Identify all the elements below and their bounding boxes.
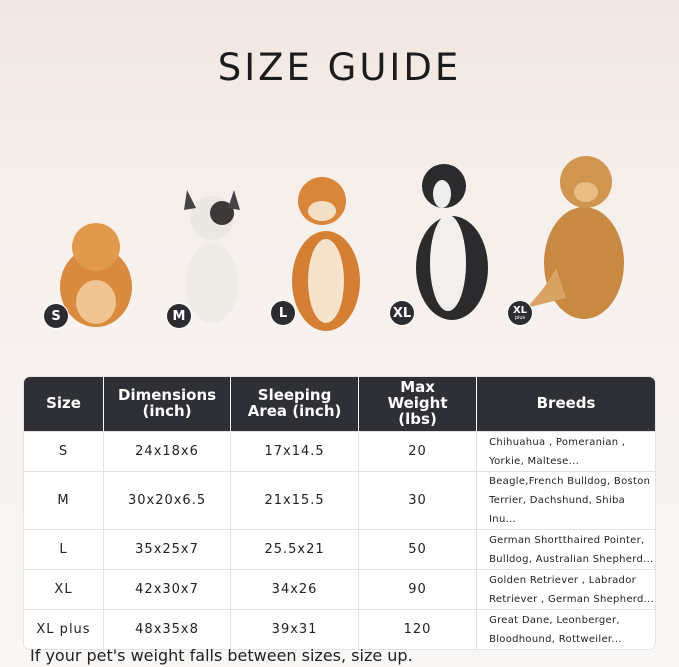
cell-sleeping-area: 34x26 — [231, 569, 360, 609]
cell-breeds: Golden Retriever , Labrador Retriever , … — [477, 569, 655, 609]
header-breeds: Breeds — [477, 377, 655, 431]
cell-dimensions: 30x20x6.5 — [104, 471, 232, 529]
cell-sleeping-area: 21x15.5 — [231, 471, 360, 529]
size-badge-label: M — [172, 308, 186, 324]
border-collie-image — [416, 164, 488, 320]
cell-size: XL — [24, 569, 104, 609]
cell-sleeping-area: 17x14.5 — [231, 431, 360, 471]
table-header-row: Size Dimensions (inch) Sleeping Area (in… — [24, 377, 655, 431]
size-badge-xl: XL — [389, 300, 415, 326]
table-row: XL 42x30x7 34x26 90 Golden Retriever , Labra… — [24, 569, 655, 609]
cell-breeds: Beagle,French Bulldog, Boston Terrier, D… — [477, 471, 655, 529]
cell-max-weight: 30 — [359, 471, 478, 529]
size-badge-sub: plus — [514, 314, 526, 321]
footer-note: If your pet's weight falls between sizes… — [30, 646, 413, 665]
table-row: XL plus 48x35x8 39x31 120 Great Dane, Leonbe… — [24, 609, 655, 649]
cell-breeds: Chihuahua , Pomeranian , Yorkie, Maltese… — [477, 431, 655, 471]
table-row: S 24x18x6 17x14.5 20 Chihuahua , Pomeranian … — [24, 431, 655, 471]
french-bulldog-image — [184, 190, 240, 323]
size-table: Size Dimensions (inch) Sleeping Area (in… — [24, 377, 655, 649]
cell-dimensions: 42x30x7 — [104, 569, 232, 609]
size-badge-label: S — [51, 308, 61, 324]
cell-max-weight: 20 — [359, 431, 478, 471]
cell-dimensions: 24x18x6 — [104, 431, 232, 471]
cell-sleeping-area: 39x31 — [231, 609, 360, 649]
size-badge-label: XL — [512, 304, 528, 316]
size-badge-xl-plus: XL plus — [507, 300, 533, 326]
cell-size: L — [24, 529, 104, 569]
cell-size: S — [24, 431, 104, 471]
header-sleeping-area: Sleeping Area (inch) — [231, 377, 360, 431]
cell-size: M — [24, 471, 104, 529]
size-badge-label: XL — [392, 305, 412, 321]
pomeranian-image — [60, 223, 132, 327]
cell-size: XL plus — [24, 609, 104, 649]
size-badge-l: L — [270, 300, 296, 326]
header-max-weight: Max Weight (lbs) — [359, 377, 478, 431]
cell-max-weight: 50 — [359, 529, 478, 569]
golden-retriever-image — [526, 156, 624, 319]
size-badge-m: M — [166, 303, 192, 329]
shiba-inu-image — [292, 177, 360, 331]
cell-dimensions: 48x35x8 — [104, 609, 232, 649]
table-row: L 35x25x7 25.5x21 50 German Shortthaired Poi… — [24, 529, 655, 569]
cell-max-weight: 120 — [359, 609, 478, 649]
table-row: M 30x20x6.5 21x15.5 30 Beagle,French Bulldog… — [24, 471, 655, 529]
header-dimensions: Dimensions (inch) — [104, 377, 232, 431]
cell-sleeping-area: 25.5x21 — [231, 529, 360, 569]
cell-breeds: Great Dane, Leonberger, Bloodhound, Rott… — [477, 609, 655, 649]
cell-max-weight: 90 — [359, 569, 478, 609]
size-badge-label: L — [278, 305, 288, 321]
page-title: SIZE GUIDE — [217, 46, 462, 89]
cell-breeds: German Shortthaired Pointer, Bulldog, Au… — [477, 529, 655, 569]
cell-dimensions: 35x25x7 — [104, 529, 232, 569]
header-size: Size — [24, 377, 104, 431]
size-badge-s: S — [43, 303, 69, 329]
